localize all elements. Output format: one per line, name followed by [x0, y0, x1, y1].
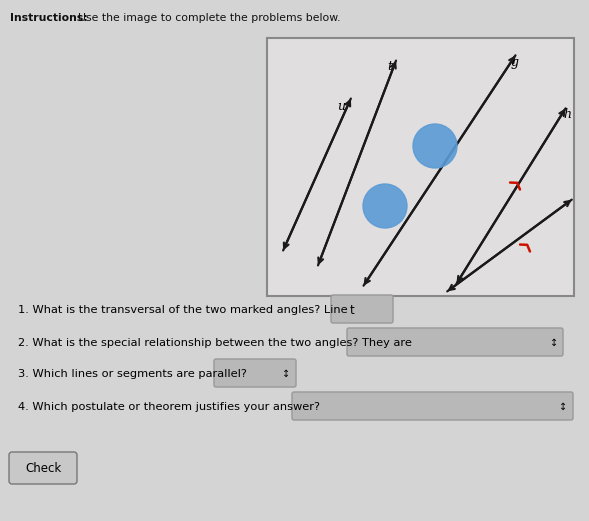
Text: 3. Which lines or segments are parallel?: 3. Which lines or segments are parallel?: [18, 369, 247, 379]
Bar: [267, 38, 574, 296]
Text: ↕: ↕: [282, 369, 290, 379]
Text: Use the image to complete the problems below.: Use the image to complete the problems b…: [78, 13, 340, 23]
FancyBboxPatch shape: [331, 295, 393, 323]
Text: t: t: [387, 60, 392, 73]
Text: 4. Which postulate or theorem justifies your answer?: 4. Which postulate or theorem justifies …: [18, 402, 320, 412]
Text: 2. What is the special relationship between the two angles? They are: 2. What is the special relationship betw…: [18, 338, 412, 348]
Circle shape: [413, 124, 457, 168]
Text: ↕: ↕: [550, 338, 558, 348]
Text: 1. What is the transversal of the two marked angles? Line: 1. What is the transversal of the two ma…: [18, 305, 348, 315]
FancyBboxPatch shape: [214, 359, 296, 387]
Text: u: u: [337, 100, 345, 113]
FancyBboxPatch shape: [292, 392, 573, 420]
Text: h: h: [563, 108, 571, 121]
Text: ↕: ↕: [559, 402, 567, 412]
FancyBboxPatch shape: [9, 452, 77, 484]
Text: Instructions:: Instructions:: [10, 13, 88, 23]
Text: g: g: [511, 56, 519, 69]
Text: t: t: [350, 304, 355, 316]
FancyBboxPatch shape: [347, 328, 563, 356]
Text: Check: Check: [25, 462, 61, 475]
Circle shape: [363, 184, 407, 228]
